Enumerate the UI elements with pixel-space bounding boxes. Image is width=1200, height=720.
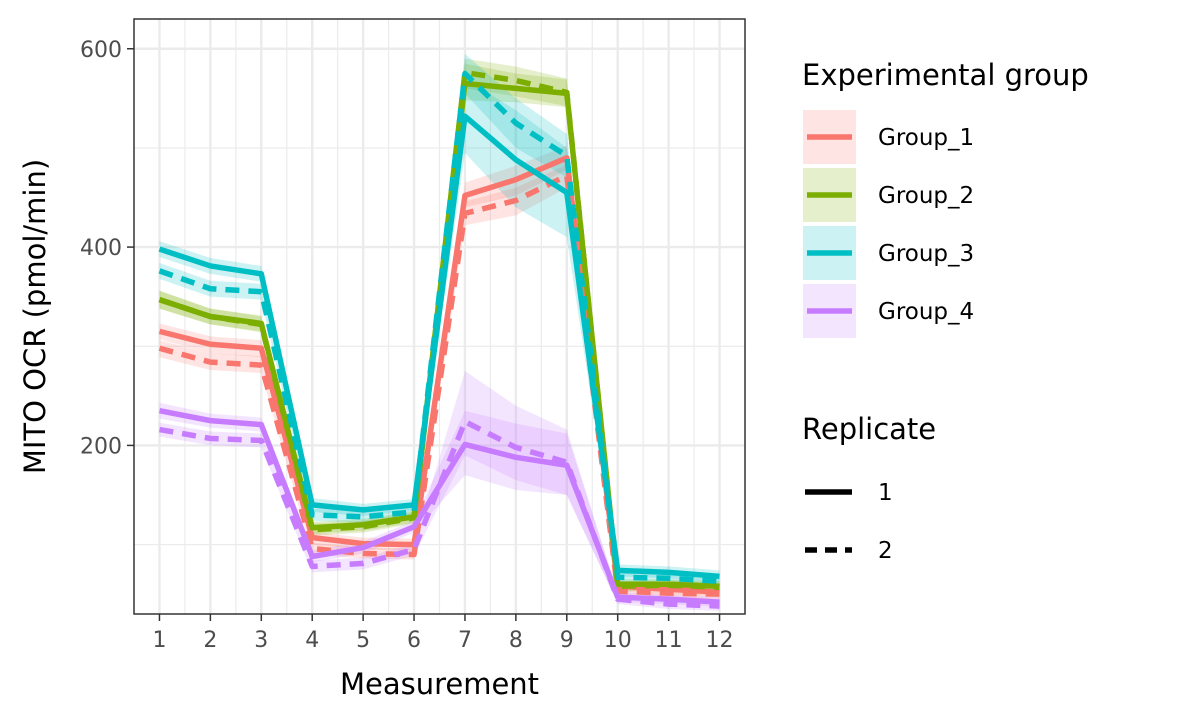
line-group-2-rep2 [158,69,720,590]
y-tick-label: 200 [80,434,122,459]
legend-label-group-1: Group_1 [878,125,974,151]
y-axis-title: MITO OCR (pmol/min) [18,159,52,474]
legend-label-replicate-2: 2 [878,538,893,564]
y-tick-label: 600 [80,38,122,63]
series-lines [158,69,720,609]
legend-label-group-3: Group_3 [878,241,974,267]
x-tick-label: 3 [254,628,268,653]
x-axis-title: Measurement [340,667,539,701]
line-group-1-rep2 [158,172,720,597]
legend-group-entries: Group_1 Group_2 Group_3 Group_4 [803,110,974,338]
legend-replicate-title: Replicate [802,412,936,446]
legend-group-title: Experimental group [802,58,1089,92]
minor-gridlines [134,19,745,614]
x-tick-label: 9 [560,628,574,653]
x-tick-label: 5 [356,628,370,653]
panel-border [133,18,746,615]
line-group-3-rep1 [158,113,720,580]
ribbon-group-4-rep2 [159,371,720,612]
x-tick-label: 10 [604,628,632,653]
x-axis: 1 2 3 4 5 6 7 8 9 10 11 12 [152,614,734,653]
x-tick-label: 2 [203,628,217,653]
legend: Experimental group Group_1 Group_2 Group_3… [802,58,1089,564]
legend-label-group-2: Group_2 [878,183,974,209]
x-tick-label: 6 [407,628,421,653]
x-tick-label: 7 [458,628,472,653]
x-tick-label: 12 [706,628,734,653]
x-tick-label: 8 [509,628,523,653]
legend-label-group-4: Group_4 [878,299,974,325]
line-group-4-rep2 [158,418,720,609]
y-tick-label: 400 [80,236,122,261]
x-tick-label: 1 [152,628,166,653]
line-group-3-rep2 [158,70,720,585]
y-axis: 200 400 600 [80,38,134,459]
x-tick-label: 11 [655,628,683,653]
legend-replicate-entries: 12 [805,480,893,564]
legend-label-replicate-1: 1 [878,480,893,506]
x-tick-label: 4 [305,628,319,653]
